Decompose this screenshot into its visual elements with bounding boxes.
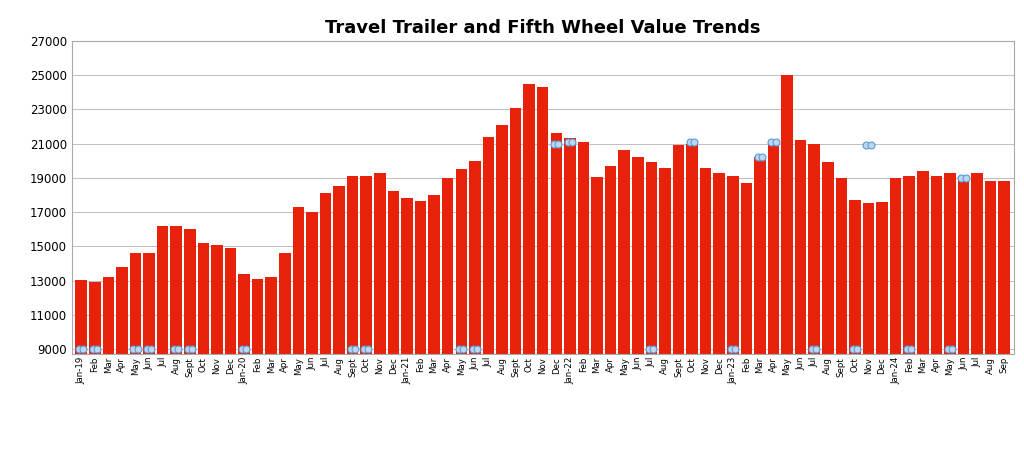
Bar bbox=[618, 150, 630, 454]
Bar bbox=[279, 253, 291, 454]
Bar bbox=[740, 183, 752, 454]
Bar bbox=[918, 171, 929, 454]
Bar bbox=[76, 280, 87, 454]
Bar bbox=[714, 173, 725, 454]
Bar bbox=[944, 173, 955, 454]
Bar bbox=[211, 245, 222, 454]
Bar bbox=[293, 207, 304, 454]
Bar bbox=[591, 177, 603, 454]
Bar bbox=[239, 274, 250, 454]
Bar bbox=[686, 143, 697, 454]
Bar bbox=[456, 169, 467, 454]
Bar bbox=[89, 282, 100, 454]
Bar bbox=[727, 176, 738, 454]
Bar bbox=[985, 181, 996, 454]
Bar bbox=[224, 248, 237, 454]
Bar bbox=[795, 140, 807, 454]
Bar bbox=[659, 168, 671, 454]
Bar bbox=[374, 173, 386, 454]
Bar bbox=[116, 267, 128, 454]
Bar bbox=[699, 168, 712, 454]
Bar bbox=[347, 176, 358, 454]
Bar bbox=[306, 212, 317, 454]
Bar bbox=[998, 181, 1010, 454]
Bar bbox=[401, 198, 413, 454]
Bar bbox=[673, 145, 684, 454]
Bar bbox=[808, 143, 820, 454]
Bar bbox=[645, 163, 657, 454]
Bar bbox=[605, 166, 616, 454]
Bar bbox=[428, 195, 440, 454]
Bar bbox=[931, 176, 942, 454]
Bar bbox=[781, 75, 793, 454]
Bar bbox=[143, 253, 155, 454]
Bar bbox=[972, 173, 983, 454]
Bar bbox=[415, 201, 426, 454]
Bar bbox=[836, 178, 847, 454]
Bar bbox=[523, 84, 535, 454]
Bar bbox=[265, 277, 278, 454]
Bar bbox=[102, 277, 114, 454]
Bar bbox=[319, 193, 332, 454]
Bar bbox=[849, 200, 861, 454]
Bar bbox=[184, 229, 196, 454]
Bar bbox=[754, 157, 766, 454]
Title: Travel Trailer and Fifth Wheel Value Trends: Travel Trailer and Fifth Wheel Value Tre… bbox=[325, 19, 761, 36]
Bar bbox=[334, 186, 345, 454]
Bar bbox=[863, 203, 874, 454]
Bar bbox=[482, 137, 495, 454]
Bar bbox=[130, 253, 141, 454]
Bar bbox=[632, 157, 643, 454]
Bar bbox=[822, 163, 834, 454]
Bar bbox=[903, 176, 915, 454]
Bar bbox=[537, 87, 549, 454]
Bar bbox=[564, 138, 575, 454]
Bar bbox=[877, 202, 888, 454]
Bar bbox=[442, 178, 454, 454]
Bar bbox=[510, 108, 521, 454]
Bar bbox=[469, 161, 480, 454]
Bar bbox=[578, 142, 589, 454]
Bar bbox=[157, 226, 168, 454]
Bar bbox=[957, 176, 970, 454]
Bar bbox=[252, 279, 263, 454]
Bar bbox=[360, 176, 372, 454]
Bar bbox=[170, 226, 182, 454]
Bar bbox=[551, 133, 562, 454]
Bar bbox=[768, 142, 779, 454]
Bar bbox=[388, 192, 399, 454]
Bar bbox=[497, 125, 508, 454]
Bar bbox=[890, 178, 901, 454]
Bar bbox=[198, 243, 209, 454]
